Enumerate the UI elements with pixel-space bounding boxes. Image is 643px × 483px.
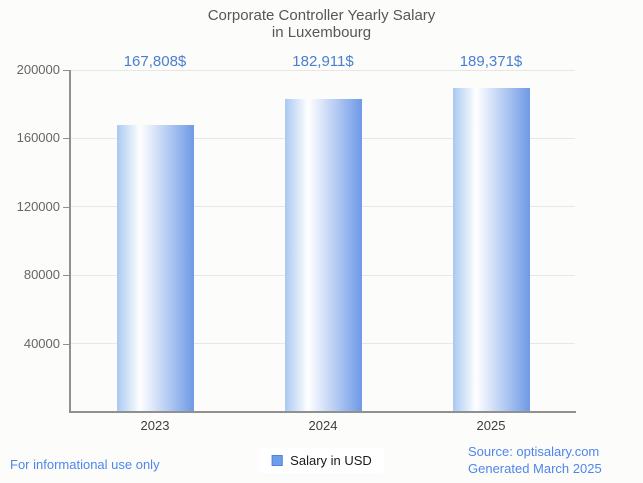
bar-value-label: 167,808$ xyxy=(123,53,187,70)
y-axis-tick xyxy=(63,70,70,71)
y-axis-label: 160000 xyxy=(16,130,60,146)
y-axis-label: 80000 xyxy=(23,267,60,283)
gridline xyxy=(71,69,575,71)
legend-label: Salary in USD xyxy=(290,453,372,468)
y-axis-label: 40000 xyxy=(23,335,60,351)
bar-value-label: 182,911$ xyxy=(292,53,354,70)
y-axis-tick xyxy=(63,275,70,277)
generated-text: Generated March 2025 xyxy=(468,461,602,476)
disclaimer-text: For informational use only xyxy=(10,457,160,472)
x-axis-line xyxy=(69,411,576,413)
bar-2023 xyxy=(116,125,194,412)
y-axis-tick xyxy=(63,343,70,345)
y-axis-line xyxy=(69,70,71,413)
y-axis-label: 200000 xyxy=(16,62,60,77)
bar-2025 xyxy=(452,88,530,412)
source-attribution: Source: optisalary.com Generated March 2… xyxy=(468,443,602,477)
y-axis-label: 120000 xyxy=(16,198,60,214)
source-text: Source: optisalary.com xyxy=(468,444,600,459)
y-axis-tick xyxy=(63,206,70,208)
bar-value-label: 189,371$ xyxy=(459,53,523,70)
bar-2024 xyxy=(284,99,362,412)
plot-area xyxy=(71,69,575,412)
x-axis-label: 2023 xyxy=(140,418,170,433)
legend-marker-square xyxy=(271,455,283,466)
x-axis-label: 2025 xyxy=(476,418,506,433)
y-axis-tick xyxy=(63,138,70,140)
chart-title-line2: in Luxembourg xyxy=(271,24,372,41)
chart-title: Corporate Controller Yearly Salary in Lu… xyxy=(0,7,643,41)
x-axis-label: 2024 xyxy=(308,418,338,433)
legend: Salary in USD xyxy=(259,448,384,473)
chart-title-line1: Corporate Controller Yearly Salary xyxy=(207,7,436,24)
